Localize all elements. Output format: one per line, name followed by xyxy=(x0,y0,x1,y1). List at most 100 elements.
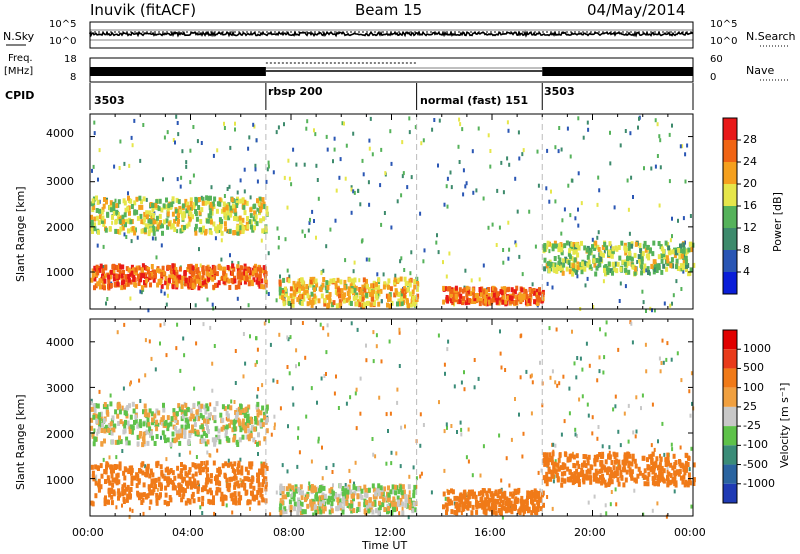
heatmap-cell xyxy=(229,461,233,467)
heatmap-cell xyxy=(286,469,289,474)
heatmap-cell xyxy=(360,239,363,244)
heatmap-cell xyxy=(188,282,192,288)
heatmap-cell xyxy=(175,433,179,439)
heatmap-cell xyxy=(283,175,286,180)
heatmap-cell xyxy=(511,493,515,499)
heatmap-cell xyxy=(103,497,107,503)
colorbar-tick-label: 4 xyxy=(743,265,750,278)
heatmap-cell xyxy=(186,278,190,284)
heatmap-cell xyxy=(173,276,177,282)
heatmap-cell xyxy=(535,510,539,516)
heatmap-cell xyxy=(204,279,208,285)
heatmap-cell xyxy=(319,509,323,515)
heatmap-cell xyxy=(298,288,301,294)
heatmap-cell xyxy=(630,469,634,475)
heatmap-cell xyxy=(415,476,418,481)
heatmap-cell xyxy=(567,251,571,257)
heatmap-cell xyxy=(232,424,236,430)
heatmap-cell xyxy=(167,203,171,209)
heatmap-cell xyxy=(301,285,304,291)
heatmap-cell xyxy=(560,147,563,152)
heatmap-cell xyxy=(584,454,588,460)
heatmap-cell xyxy=(129,493,132,499)
heatmap-cell xyxy=(489,149,492,153)
heatmap-cell xyxy=(327,332,330,337)
heatmap-cell xyxy=(313,293,317,299)
heatmap-cell xyxy=(538,290,542,296)
heatmap-cell xyxy=(97,478,101,484)
heatmap-cell xyxy=(545,244,549,250)
heatmap-cell xyxy=(689,267,693,273)
heatmap-cell xyxy=(201,501,204,507)
heatmap-cell xyxy=(645,309,647,313)
heatmap-cell xyxy=(264,408,268,414)
heatmap-cell xyxy=(596,454,600,460)
heatmap-cell xyxy=(422,138,425,143)
heatmap-cell xyxy=(95,215,99,221)
velocity-ytick: 4000 xyxy=(46,336,74,349)
heatmap-cell xyxy=(289,286,293,292)
heatmap-cell xyxy=(171,284,175,290)
heatmap-cell xyxy=(143,280,146,285)
heatmap-cell xyxy=(519,375,522,380)
heatmap-cell xyxy=(148,506,151,511)
heatmap-cell xyxy=(419,443,422,448)
heatmap-cell xyxy=(355,301,359,307)
heatmap-cell xyxy=(627,439,630,444)
heatmap-cell xyxy=(252,204,256,210)
heatmap-cell xyxy=(202,485,206,491)
heatmap-cell xyxy=(337,406,340,410)
heatmap-cell xyxy=(457,507,461,513)
heatmap-cell xyxy=(586,262,590,268)
heatmap-cell xyxy=(568,469,572,475)
heatmap-cell xyxy=(471,489,474,495)
heatmap-cell xyxy=(603,355,606,360)
heatmap-cell xyxy=(595,258,599,263)
heatmap-cell xyxy=(571,263,575,269)
heatmap-cell xyxy=(251,270,255,276)
heatmap-cell xyxy=(117,199,121,205)
heatmap-cell xyxy=(215,480,218,486)
heatmap-cell xyxy=(112,423,116,429)
heatmap-cell xyxy=(191,428,195,434)
heatmap-cell xyxy=(192,125,195,129)
heatmap-cell xyxy=(241,479,245,485)
heatmap-cell xyxy=(150,227,154,233)
heatmap-cell xyxy=(308,282,312,288)
heatmap-cell xyxy=(165,302,168,307)
heatmap-cell xyxy=(180,175,183,180)
heatmap-cell xyxy=(96,281,100,287)
heatmap-cell xyxy=(617,459,621,465)
heatmap-cell xyxy=(109,401,113,407)
heatmap-cell xyxy=(631,340,634,345)
heatmap-cell xyxy=(117,421,121,426)
heatmap-cell xyxy=(125,218,129,224)
colorbar-tick-label: 16 xyxy=(743,199,757,212)
heatmap-cell xyxy=(109,269,113,275)
heatmap-cell xyxy=(257,432,260,438)
heatmap-cell xyxy=(537,500,541,506)
heatmap-cell xyxy=(460,380,463,385)
heatmap-cell xyxy=(213,418,217,424)
heatmap-cell xyxy=(198,210,202,216)
heatmap-cell xyxy=(243,199,247,205)
heatmap-cell xyxy=(450,185,453,190)
heatmap-cell xyxy=(133,230,137,236)
heatmap-cell xyxy=(207,272,211,278)
heatmap-cell xyxy=(96,403,100,409)
heatmap-cell xyxy=(198,281,202,286)
heatmap-cell xyxy=(536,507,540,512)
heatmap-cell xyxy=(233,400,236,404)
heatmap-cell xyxy=(359,411,362,416)
heatmap-cell xyxy=(112,201,116,207)
heatmap-cell xyxy=(477,503,481,509)
colorbar-tick-label: -500 xyxy=(743,457,768,471)
heatmap-cell xyxy=(135,404,139,410)
heatmap-cell xyxy=(206,473,210,479)
heatmap-cell xyxy=(408,130,411,135)
heatmap-cell xyxy=(396,387,399,392)
heatmap-cell xyxy=(487,225,490,230)
heatmap-cell xyxy=(195,269,199,274)
heatmap-cell xyxy=(231,203,235,209)
heatmap-cell xyxy=(95,195,98,201)
